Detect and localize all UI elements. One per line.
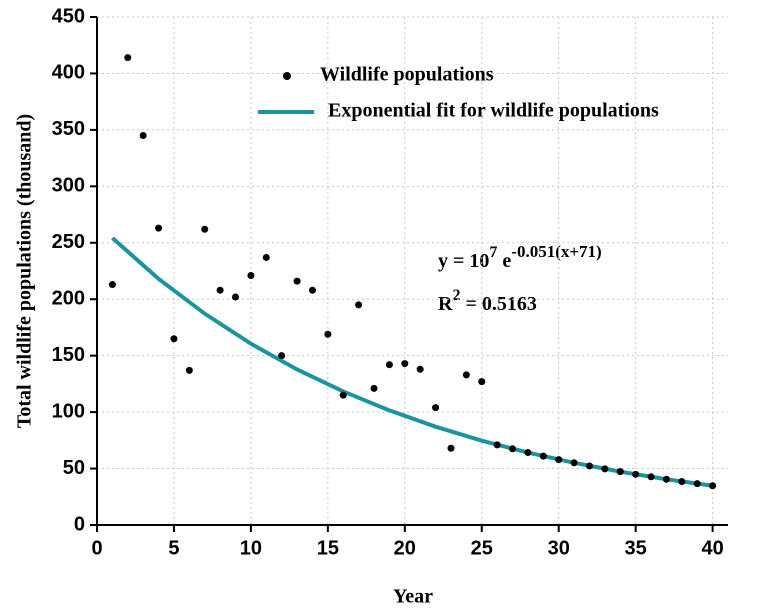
data-point [432,404,440,412]
data-point [401,360,409,368]
data-point [216,286,224,294]
data-point [539,452,547,460]
data-point [124,54,132,62]
legend-label: Wildlife populations [320,64,494,86]
x-tick-label: 10 [240,537,262,559]
data-point [570,459,578,467]
y-tick-label: 400 [52,62,85,84]
y-tick-label: 200 [52,288,85,310]
x-tick-label: 5 [168,537,179,559]
x-tick-label: 35 [625,537,647,559]
r-squared-exponent: 2 [452,287,460,304]
x-axis-label: Year [393,586,433,608]
data-point [232,293,240,301]
data-point [385,361,393,369]
data-point [339,391,347,399]
equation-part: y = 10 [438,250,489,272]
r-squared-part: = 0.5163 [465,293,536,315]
data-point [370,384,378,392]
data-point [170,335,178,343]
y-axis-label: Total wildlife populations (thousand) [14,114,36,428]
y-tick-label: 250 [52,231,85,253]
data-point [293,277,301,285]
data-point [693,480,701,488]
data-point [709,482,717,490]
x-tick-label: 0 [91,537,102,559]
data-point [278,352,286,360]
data-point [355,301,363,309]
y-tick-label: 0 [74,513,85,535]
data-point [601,465,609,473]
data-point [308,286,316,294]
equation: y = 107 e-0.051(x+71) [438,242,602,272]
x-tick-label: 15 [317,537,339,559]
data-point [524,449,532,457]
data-point [108,281,116,289]
fit-line [111,236,713,488]
data-point [247,272,255,280]
x-tick-label: 20 [394,537,416,559]
equation-exponent: -0.051(x+71) [511,242,601,261]
data-point [324,330,332,338]
r-squared: R2 = 0.5163 [438,287,537,315]
equation-part: e [502,250,511,272]
data-point [632,470,640,478]
y-tick-label: 350 [52,118,85,140]
x-tick-label: 25 [471,537,493,559]
data-point [416,365,424,373]
data-point [185,366,193,374]
data-point [478,378,486,386]
data-point [201,225,209,233]
data-point [447,444,455,452]
y-tick-label: 450 [52,5,85,27]
data-point [555,456,563,464]
equation-exponent: 7 [489,244,497,261]
data-point [509,445,517,453]
x-tick-label: 40 [701,537,723,559]
data-point [139,132,147,140]
r-squared-part: R [438,293,453,315]
data-point [462,371,470,379]
data-point [155,224,163,232]
legend-marker [283,72,291,80]
data-point [662,475,670,483]
data-point [678,478,686,486]
y-tick-label: 300 [52,175,85,197]
data-point [262,253,270,261]
y-tick-label: 150 [52,344,85,366]
legend-label: Exponential fit for wildlife populations [328,100,659,122]
data-point [585,462,593,470]
data-point [493,441,501,449]
y-tick-label: 50 [63,457,85,479]
x-tick-label: 30 [548,537,570,559]
data-point [616,468,624,476]
data-point [647,473,655,481]
y-tick-label: 100 [52,400,85,422]
